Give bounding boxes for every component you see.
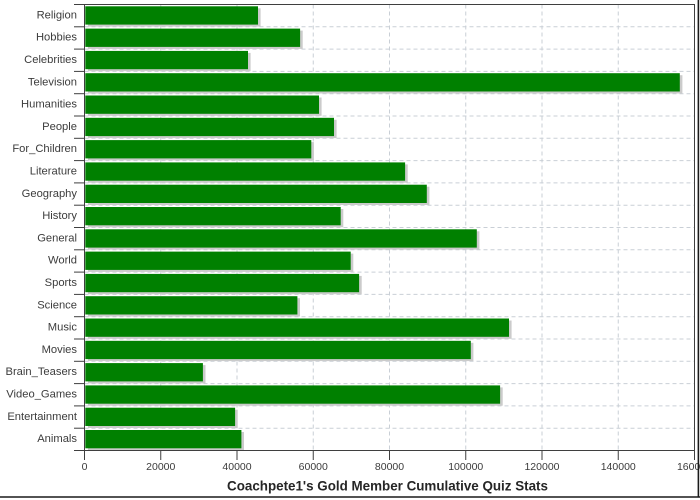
svg-text:Geography: Geography <box>22 188 78 200</box>
svg-text:Television: Television <box>28 76 77 88</box>
svg-text:100000: 100000 <box>448 461 483 473</box>
svg-text:Movies: Movies <box>42 344 78 356</box>
svg-text:20000: 20000 <box>146 461 175 473</box>
svg-text:Science: Science <box>37 299 77 311</box>
svg-text:160000: 160000 <box>677 461 700 473</box>
svg-text:Hobbies: Hobbies <box>36 32 77 44</box>
svg-text:Humanities: Humanities <box>21 99 77 111</box>
svg-text:Animals: Animals <box>37 433 77 445</box>
svg-text:Entertainment: Entertainment <box>7 411 78 423</box>
svg-text:Religion: Religion <box>37 9 77 21</box>
svg-text:Celebrities: Celebrities <box>24 54 77 66</box>
svg-text:People: People <box>42 121 77 133</box>
svg-text:40000: 40000 <box>222 461 251 473</box>
svg-text:Brain_Teasers: Brain_Teasers <box>5 366 77 378</box>
svg-text:140000: 140000 <box>601 461 636 473</box>
svg-text:Video_Games: Video_Games <box>6 388 77 400</box>
svg-text:Coachpete1's Gold Member Cumul: Coachpete1's Gold Member Cumulative Quiz… <box>227 478 548 493</box>
svg-text:80000: 80000 <box>375 461 404 473</box>
svg-text:General: General <box>37 232 77 244</box>
svg-text:120000: 120000 <box>524 461 559 473</box>
svg-text:60000: 60000 <box>299 461 328 473</box>
svg-text:History: History <box>42 210 77 222</box>
svg-text:For_Children: For_Children <box>12 143 77 155</box>
svg-text:Literature: Literature <box>30 165 77 177</box>
svg-text:0: 0 <box>82 461 88 473</box>
svg-text:Music: Music <box>48 322 78 334</box>
svg-text:Sports: Sports <box>45 277 78 289</box>
svg-text:World: World <box>48 255 77 267</box>
